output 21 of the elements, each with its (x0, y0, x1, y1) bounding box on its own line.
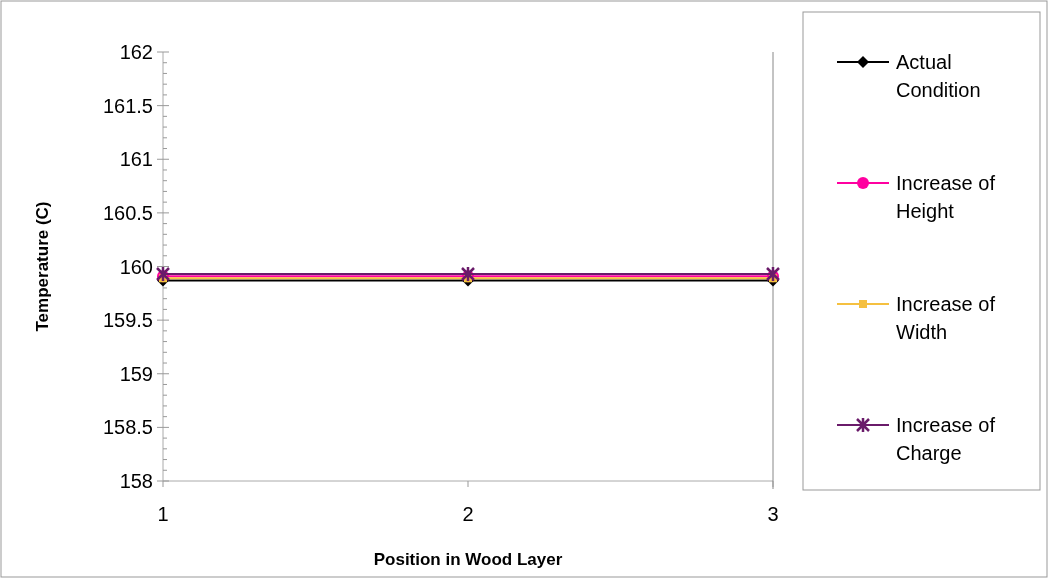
x-tick-label: 3 (767, 503, 779, 525)
y-axis-title: Temperature (C) (33, 201, 52, 332)
y-tick-label: 158.5 (102, 416, 153, 439)
legend-label: Increase of Width (896, 293, 996, 343)
point (155, 265, 171, 283)
x-tick-label: 2 (462, 503, 474, 525)
legend-label: Increase of Charge (896, 414, 996, 464)
y-tick-label: 160.5 (102, 201, 153, 224)
point (765, 265, 781, 283)
x-axis-title: Position in Wood Layer (373, 550, 563, 569)
legend-label: Increase of Height (896, 172, 996, 222)
y-tick-label: 158 (119, 470, 153, 492)
y-tick-label: 159.5 (102, 309, 153, 332)
y-tick-label: 161.5 (102, 94, 153, 117)
point (460, 265, 476, 283)
y-tick-label: 161 (119, 148, 153, 171)
y-tick-label: 162 (119, 41, 153, 63)
legend-label: Actual Condition (896, 51, 981, 101)
y-tick-label: 160 (119, 255, 153, 278)
y-tick-label: 159 (119, 362, 153, 385)
x-tick-label: 1 (157, 503, 169, 525)
